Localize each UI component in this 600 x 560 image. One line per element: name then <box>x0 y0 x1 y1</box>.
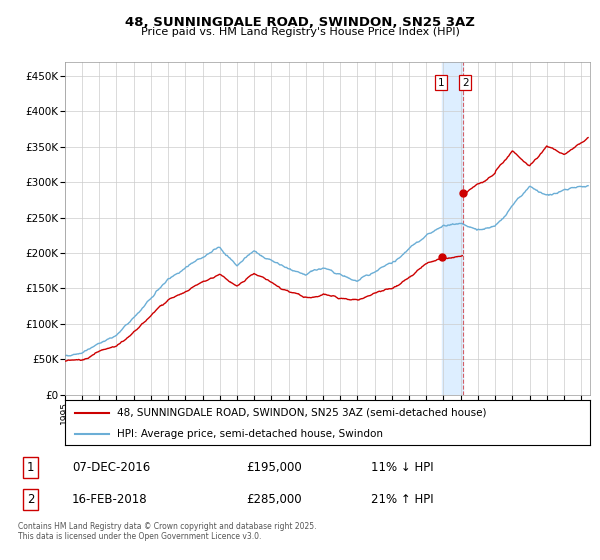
Text: 21% ↑ HPI: 21% ↑ HPI <box>371 493 434 506</box>
Text: 2: 2 <box>27 493 34 506</box>
Text: £285,000: £285,000 <box>246 493 302 506</box>
Text: 1: 1 <box>27 461 34 474</box>
Bar <box>442 62 463 395</box>
Text: 16-FEB-2018: 16-FEB-2018 <box>72 493 148 506</box>
Text: 07-DEC-2016: 07-DEC-2016 <box>72 461 151 474</box>
Text: 11% ↓ HPI: 11% ↓ HPI <box>371 461 434 474</box>
Text: 48, SUNNINGDALE ROAD, SWINDON, SN25 3AZ (semi-detached house): 48, SUNNINGDALE ROAD, SWINDON, SN25 3AZ … <box>118 408 487 418</box>
Text: Price paid vs. HM Land Registry's House Price Index (HPI): Price paid vs. HM Land Registry's House … <box>140 27 460 37</box>
Text: £195,000: £195,000 <box>246 461 302 474</box>
Text: 1: 1 <box>438 78 445 88</box>
Text: Contains HM Land Registry data © Crown copyright and database right 2025.
This d: Contains HM Land Registry data © Crown c… <box>18 522 317 542</box>
Text: 2: 2 <box>462 78 469 88</box>
Text: 48, SUNNINGDALE ROAD, SWINDON, SN25 3AZ: 48, SUNNINGDALE ROAD, SWINDON, SN25 3AZ <box>125 16 475 29</box>
Text: HPI: Average price, semi-detached house, Swindon: HPI: Average price, semi-detached house,… <box>118 429 383 439</box>
